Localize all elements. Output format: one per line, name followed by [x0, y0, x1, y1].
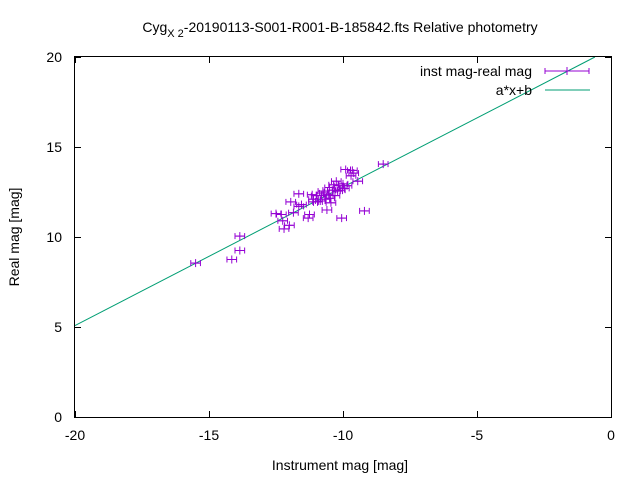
data-point — [318, 188, 330, 197]
chart-title: CygX 2-20190113-S001-R001-B-185842.fts R… — [142, 19, 537, 40]
x-tick-label: -15 — [199, 427, 219, 443]
x-tick-label: -20 — [65, 427, 85, 443]
data-point — [276, 210, 287, 219]
data-point — [341, 181, 353, 190]
x-tick-label: 0 — [607, 427, 615, 443]
data-point — [329, 191, 341, 200]
data-point — [304, 210, 315, 219]
x-tick-label: -10 — [333, 427, 353, 443]
legend-marker-points — [544, 67, 590, 75]
data-point — [322, 190, 334, 199]
data-point — [285, 197, 297, 206]
data-point — [288, 208, 299, 217]
data-point — [234, 246, 246, 255]
data-point — [340, 165, 352, 174]
data-point — [278, 224, 290, 233]
legend-sample-points — [544, 67, 590, 75]
data-point — [302, 214, 314, 223]
data-point — [324, 194, 335, 203]
data-point — [336, 214, 347, 223]
y-tick-label: 0 — [54, 409, 62, 425]
data-point — [332, 187, 343, 196]
data-point — [234, 232, 246, 241]
plot-frame — [74, 56, 612, 418]
legend: inst mag-real mag a*x+b — [420, 63, 590, 98]
data-point — [330, 177, 342, 186]
y-axis-label: Real mag [mag] — [6, 188, 22, 287]
y-tick-label: 20 — [46, 49, 62, 65]
data-point — [348, 169, 360, 178]
legend-label-points: inst mag-real mag — [420, 63, 532, 79]
data-point — [334, 186, 346, 195]
data-point — [377, 160, 389, 169]
data-point — [359, 206, 370, 215]
data-point — [325, 198, 337, 207]
data-point — [270, 209, 282, 218]
y-tick-label: 5 — [54, 319, 62, 335]
data-point — [293, 189, 305, 198]
data-point — [293, 202, 305, 211]
x-axis-label: Instrument mag [mag] — [272, 457, 408, 473]
data-point — [284, 221, 295, 230]
data-point — [321, 206, 333, 214]
data-layer — [74, 56, 596, 327]
y-tick-label: 10 — [46, 229, 62, 245]
y-tick-label: 15 — [46, 139, 62, 155]
x-tick-label: -5 — [471, 427, 484, 443]
data-point — [296, 200, 307, 209]
data-point — [277, 216, 289, 225]
data-point — [226, 255, 238, 264]
legend-label-fit: a*x+b — [496, 82, 532, 98]
data-point — [352, 177, 364, 186]
axis-ticks: -20 -15 -10 -5 0 0 5 10 15 20 — [46, 49, 615, 443]
data-point — [190, 259, 201, 268]
